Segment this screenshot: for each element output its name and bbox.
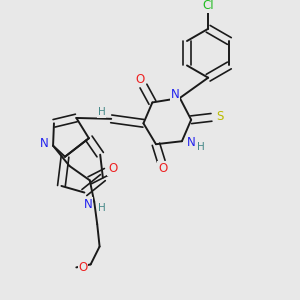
Text: N: N — [40, 137, 49, 150]
Text: N: N — [84, 198, 93, 211]
Text: O: O — [136, 73, 145, 86]
Text: N: N — [171, 88, 180, 101]
Text: H: H — [98, 107, 106, 117]
Text: O: O — [78, 261, 88, 274]
Text: H: H — [197, 142, 205, 152]
Text: N: N — [187, 136, 195, 149]
Text: H: H — [98, 203, 106, 213]
Text: O: O — [158, 162, 167, 175]
Text: S: S — [216, 110, 224, 123]
Text: O: O — [108, 162, 117, 175]
Text: Cl: Cl — [202, 0, 214, 12]
